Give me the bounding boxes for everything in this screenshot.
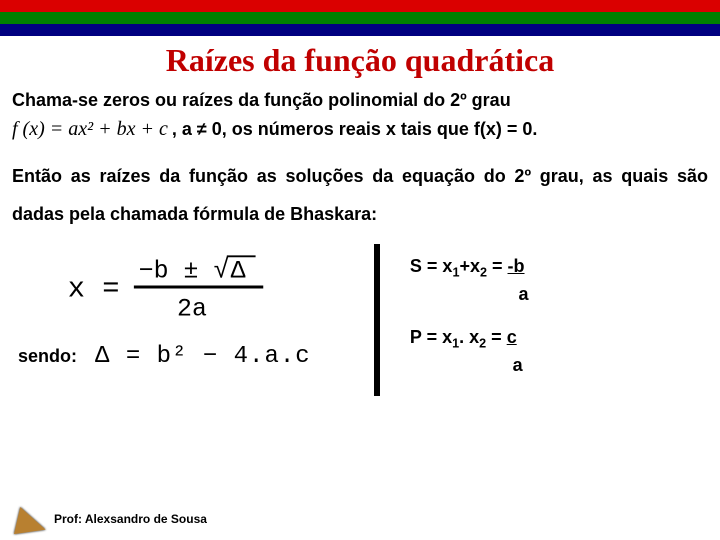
left-column: x = −b ± √ Δ 2a sendo: Δ = b² − 4.a.c [12,244,374,397]
bhaskara-formula: x = −b ± √ Δ 2a [62,248,292,331]
svg-text:−b ±: −b ± [139,257,199,285]
paragraph2-text: Então as raízes da função as soluções da… [12,166,708,224]
bar-red-top [0,0,720,12]
sum-plus: +x [459,256,480,276]
sendo-row: sendo: Δ = b² − 4.a.c [12,343,354,370]
prod-eq: = [486,327,507,347]
sendo-label: sendo: [18,346,77,367]
svg-text:2a: 2a [177,295,207,323]
sum-label: S = x [410,256,453,276]
prod-den: a [513,355,523,375]
sum-num: -b [508,256,525,276]
intro-line2-after: , a ≠ 0, os números reais x tais que f(x… [172,116,538,143]
intro-paragraph: Chama-se zeros ou raízes da função polin… [12,87,708,144]
sum-formula: S = x1+x2 = -b S = x1+x2 = a [410,254,708,307]
paragraph-bhaskara: Então as raízes da função as soluções da… [12,158,708,234]
sum-eq: = [487,256,508,276]
delta-formula: Δ = b² − 4.a.c [95,343,311,370]
bar-blue [0,24,720,36]
svg-text:√: √ [213,255,229,286]
prod-num: c [507,327,517,347]
x-equals-text: x = [68,272,120,305]
formula-section: x = −b ± √ Δ 2a sendo: Δ = b² − 4.a.c S … [0,234,720,397]
prod-label: P = x [410,327,452,347]
header-bars [0,0,720,36]
sum-den: a [519,284,529,304]
prod-dot: . x [459,327,479,347]
page-title: Raízes da função quadrática [0,42,720,79]
sum-sub2: 2 [480,265,487,279]
footer: Prof: Alexsandro de Sousa [12,506,207,532]
right-column: S = x1+x2 = -b S = x1+x2 = a P = x1. x2 … [380,244,708,397]
intro-line1: Chama-se zeros ou raízes da função polin… [12,90,511,110]
footer-text: Prof: Alexsandro de Sousa [54,512,207,526]
logo-icon [10,504,45,534]
body-text: Chama-se zeros ou raízes da função polin… [0,87,720,234]
bar-green [0,12,720,24]
prod-formula: P = x1. x2 = c P = x1. x2 = a [410,325,708,378]
svg-text:Δ: Δ [231,257,246,285]
formula-fx: f (x) = ax² + bx + c [12,114,168,144]
